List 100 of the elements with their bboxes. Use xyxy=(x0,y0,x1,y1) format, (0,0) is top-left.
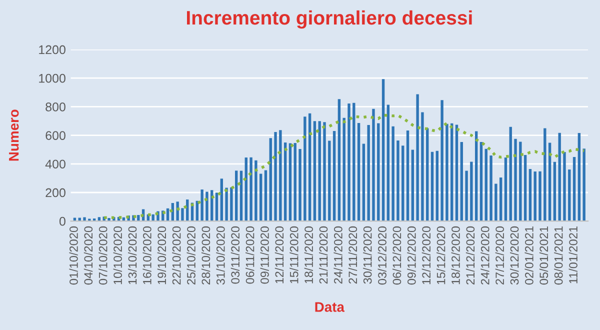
x-tick-label: 03/11/2020 xyxy=(230,226,240,284)
bar xyxy=(225,188,228,222)
bar xyxy=(230,187,233,222)
bar xyxy=(348,104,350,222)
bar xyxy=(514,138,517,222)
x-tick-label: 09/12/2020 xyxy=(407,226,416,285)
y-tick-label: 200 xyxy=(46,188,66,198)
bar xyxy=(377,123,380,222)
y-tick-label: 600 xyxy=(46,131,66,140)
x-tick-label: 27/11/2020 xyxy=(348,226,358,284)
bar xyxy=(298,149,302,222)
bar xyxy=(499,177,502,222)
bar xyxy=(416,94,419,222)
x-tick-label: 12/12/2020 xyxy=(422,226,431,284)
bar xyxy=(220,178,223,222)
x-tick-label: 18/11/2020 xyxy=(304,226,313,284)
bar xyxy=(215,192,218,222)
bar xyxy=(392,126,394,222)
bar xyxy=(553,162,556,222)
x-tick-label: 24/12/2020 xyxy=(480,226,490,284)
x-tick-label: 07/10/2020 xyxy=(98,226,108,285)
bar xyxy=(206,192,208,222)
bar xyxy=(332,131,336,222)
bar xyxy=(234,170,238,222)
bar xyxy=(288,143,292,222)
bar xyxy=(244,157,248,222)
bar xyxy=(528,169,532,222)
bar xyxy=(446,124,448,222)
bar xyxy=(534,171,536,222)
x-tick-label: 25/10/2020 xyxy=(186,226,196,284)
x-tick-label: 24/11/2020 xyxy=(334,226,342,284)
bar xyxy=(259,174,262,222)
bar xyxy=(460,142,463,222)
bar xyxy=(342,118,346,222)
x-tick-label: 08/01/2021 xyxy=(554,226,563,285)
bar xyxy=(240,170,243,222)
bar xyxy=(440,100,444,222)
bar xyxy=(470,162,473,222)
bar xyxy=(480,142,483,222)
y-tick-label: 800 xyxy=(46,102,66,112)
x-tick-label: 04/10/2020 xyxy=(84,226,93,285)
bar xyxy=(328,140,331,222)
y-tick-label: 400 xyxy=(45,160,66,169)
bar xyxy=(568,169,571,222)
bar xyxy=(406,130,410,222)
bar xyxy=(269,138,272,222)
bar xyxy=(308,113,312,222)
x-tick-label: 19/10/2020 xyxy=(157,226,166,284)
x-tick-label: 30/12/2020 xyxy=(510,226,519,285)
x-axis-title: Data xyxy=(315,302,345,312)
bar xyxy=(362,144,366,222)
bar xyxy=(490,155,492,222)
x-tick-label: 03/12/2020 xyxy=(378,226,386,285)
bar xyxy=(484,148,488,222)
bar xyxy=(455,124,458,222)
bar xyxy=(582,148,586,222)
y-tick-label: 0 xyxy=(59,216,66,226)
bar xyxy=(544,128,546,222)
bar xyxy=(83,217,86,222)
bar xyxy=(181,208,184,222)
bar xyxy=(436,150,438,222)
bar xyxy=(563,152,566,222)
bar xyxy=(558,132,561,222)
y-axis-title: Numero xyxy=(9,110,19,161)
bar xyxy=(494,184,498,222)
x-tick-label: 02/01/2021 xyxy=(524,226,534,285)
bar xyxy=(318,121,321,222)
bar xyxy=(426,128,429,222)
bar xyxy=(254,160,258,222)
bar xyxy=(386,104,390,222)
bar xyxy=(402,146,404,222)
y-tick-label: 1200 xyxy=(39,45,66,54)
bar xyxy=(548,142,552,222)
bar xyxy=(465,170,468,222)
x-tick-label: 22/10/2020 xyxy=(172,226,181,284)
x-tick-label: 09/11/2020 xyxy=(260,226,269,284)
x-tick-label: 12/11/2020 xyxy=(274,226,284,284)
bar xyxy=(372,108,375,222)
x-tick-label: 10/10/2020 xyxy=(113,226,122,284)
bar xyxy=(352,102,356,222)
x-tick-label: 21/12/2020 xyxy=(466,226,475,284)
bar xyxy=(274,132,277,222)
x-tick-label: 18/12/2020 xyxy=(451,226,460,284)
bar xyxy=(250,157,252,222)
bar xyxy=(323,122,326,222)
bar xyxy=(474,131,478,222)
bar xyxy=(578,133,581,222)
y-tick-label: 1000 xyxy=(39,74,66,83)
bar xyxy=(519,142,522,222)
bar xyxy=(200,189,204,222)
x-tick-label: 05/01/2021 xyxy=(539,226,548,285)
x-tick-label: 31/10/2020 xyxy=(216,226,225,285)
x-tick-label: 15/12/2020 xyxy=(436,226,446,284)
x-tick-label: 16/10/2020 xyxy=(142,226,152,284)
x-tick-label: 11/01/2021 xyxy=(568,226,578,284)
bar xyxy=(538,171,542,222)
line-series xyxy=(102,114,586,220)
bar xyxy=(357,123,360,222)
x-tick-label: 01/10/2020 xyxy=(69,226,78,285)
x-tick-label: 21/11/2020 xyxy=(319,226,328,284)
